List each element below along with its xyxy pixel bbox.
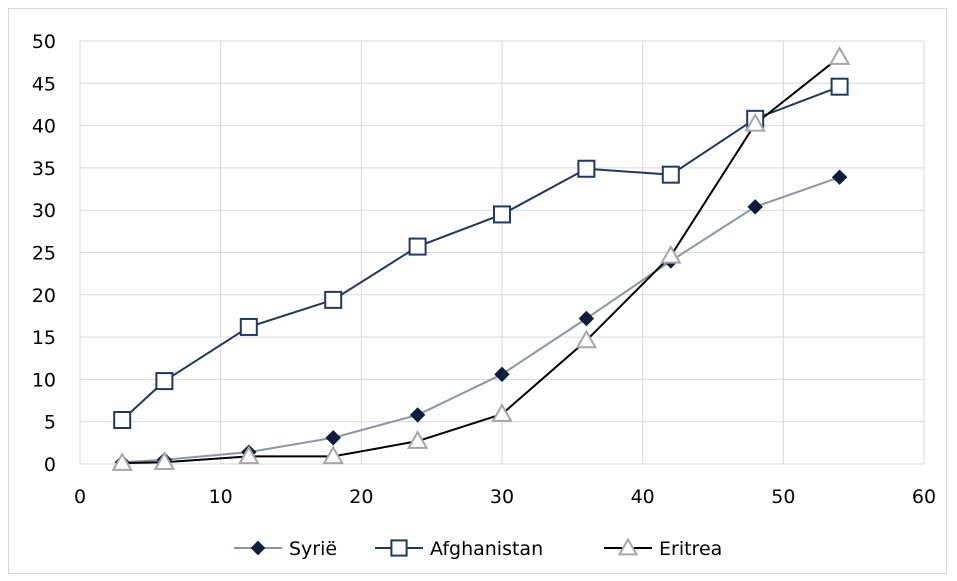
marker-square — [390, 539, 408, 557]
series-line — [122, 176, 840, 464]
series-afghanistan — [121, 85, 840, 421]
y-tick-label: 25 — [32, 243, 56, 265]
marker-triangle — [111, 452, 133, 471]
legend-label: Afghanistan — [430, 538, 543, 560]
legend-item: Syrië — [234, 538, 337, 560]
marker-square — [324, 290, 343, 309]
y-tick-label: 50 — [32, 31, 56, 53]
marker-diamond — [494, 366, 510, 383]
series-line — [121, 85, 840, 421]
marker-triangle — [322, 445, 344, 465]
marker-square — [661, 165, 680, 184]
marker-square — [155, 372, 174, 391]
x-tick-label: 20 — [349, 486, 373, 508]
y-tick-label: 45 — [32, 73, 56, 95]
marker-diamond — [409, 407, 426, 423]
marker-diamond — [578, 310, 595, 327]
y-tick-label: 5 — [44, 412, 56, 434]
marker-square — [577, 159, 596, 178]
marker-triangle — [491, 403, 513, 422]
marker-triangle — [153, 451, 176, 471]
series-line — [122, 56, 841, 465]
x-tick-label: 60 — [912, 486, 936, 508]
x-tick-label: 10 — [209, 486, 233, 508]
marker-diamond — [831, 169, 848, 185]
x-tick-label: 0 — [74, 486, 86, 508]
y-tick-label: 10 — [32, 369, 56, 391]
x-tick-label: 30 — [490, 486, 514, 508]
marker-triangle — [575, 329, 598, 349]
marker-diamond — [250, 540, 266, 556]
marker-square — [408, 237, 427, 256]
marker-triangle — [828, 46, 851, 65]
x-tick-label: 40 — [631, 486, 655, 508]
y-tick-label: 35 — [32, 158, 56, 180]
legend-label: Syrië — [289, 538, 337, 560]
marker-square — [830, 77, 849, 96]
marker-triangle — [660, 244, 682, 264]
y-tick-label: 30 — [32, 200, 56, 222]
marker-triangle — [617, 537, 639, 556]
x-tick-label: 50 — [771, 486, 795, 508]
marker-triangle — [744, 112, 766, 132]
y-tick-label: 40 — [32, 116, 56, 138]
legend-item: Afghanistan — [375, 538, 543, 560]
marker-triangle — [406, 430, 429, 449]
marker-square — [239, 317, 258, 336]
marker-square — [493, 205, 511, 224]
chart-frame — [8, 8, 947, 574]
marker-diamond — [747, 199, 763, 215]
legend-label: Eritrea — [659, 538, 722, 560]
y-tick-label: 0 — [44, 454, 56, 476]
marker-triangle — [238, 445, 260, 465]
marker-square — [113, 411, 132, 430]
series-eritrea — [122, 56, 841, 465]
series-markers-syri- — [114, 169, 848, 471]
y-tick-label: 20 — [32, 285, 56, 307]
legend-item: Eritrea — [604, 537, 722, 560]
marker-diamond — [325, 430, 341, 446]
y-tick-label: 15 — [32, 327, 56, 349]
series-syri- — [122, 176, 840, 464]
series-markers-eritrea — [111, 46, 851, 471]
